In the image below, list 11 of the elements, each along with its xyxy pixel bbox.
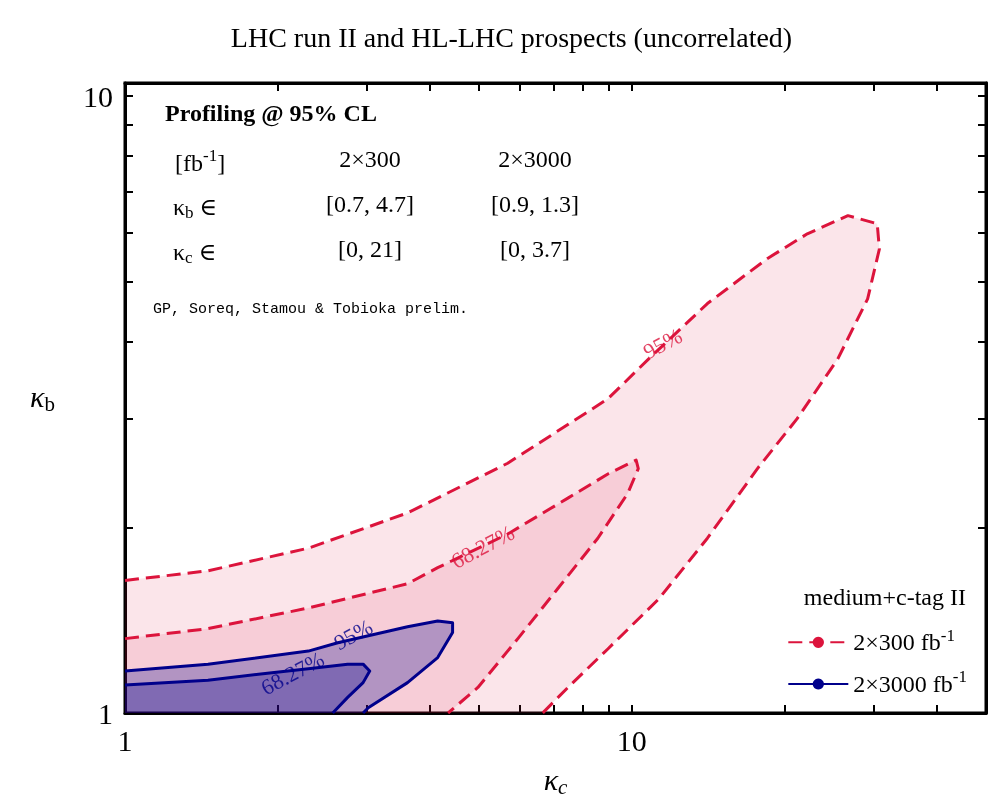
annotation: GP, Soreq, Stamou & Tobioka prelim.: [153, 301, 469, 318]
chart-title: LHC run II and HL-LHC prospects (uncorrelated): [230, 21, 793, 53]
annotation: [0.7, 4.7]: [326, 191, 414, 217]
annotation: 2×300: [339, 146, 401, 172]
annotation: [0.9, 1.3]: [491, 191, 579, 217]
annotation: [0, 3.7]: [500, 236, 570, 262]
annotation: 2×3000: [498, 146, 572, 172]
legend-title: medium+c-tag II: [803, 584, 967, 610]
annotation: [0, 21]: [338, 236, 402, 262]
annotation: 95%: [638, 323, 687, 365]
annotation: Profiling @ 95% CL: [165, 100, 377, 127]
